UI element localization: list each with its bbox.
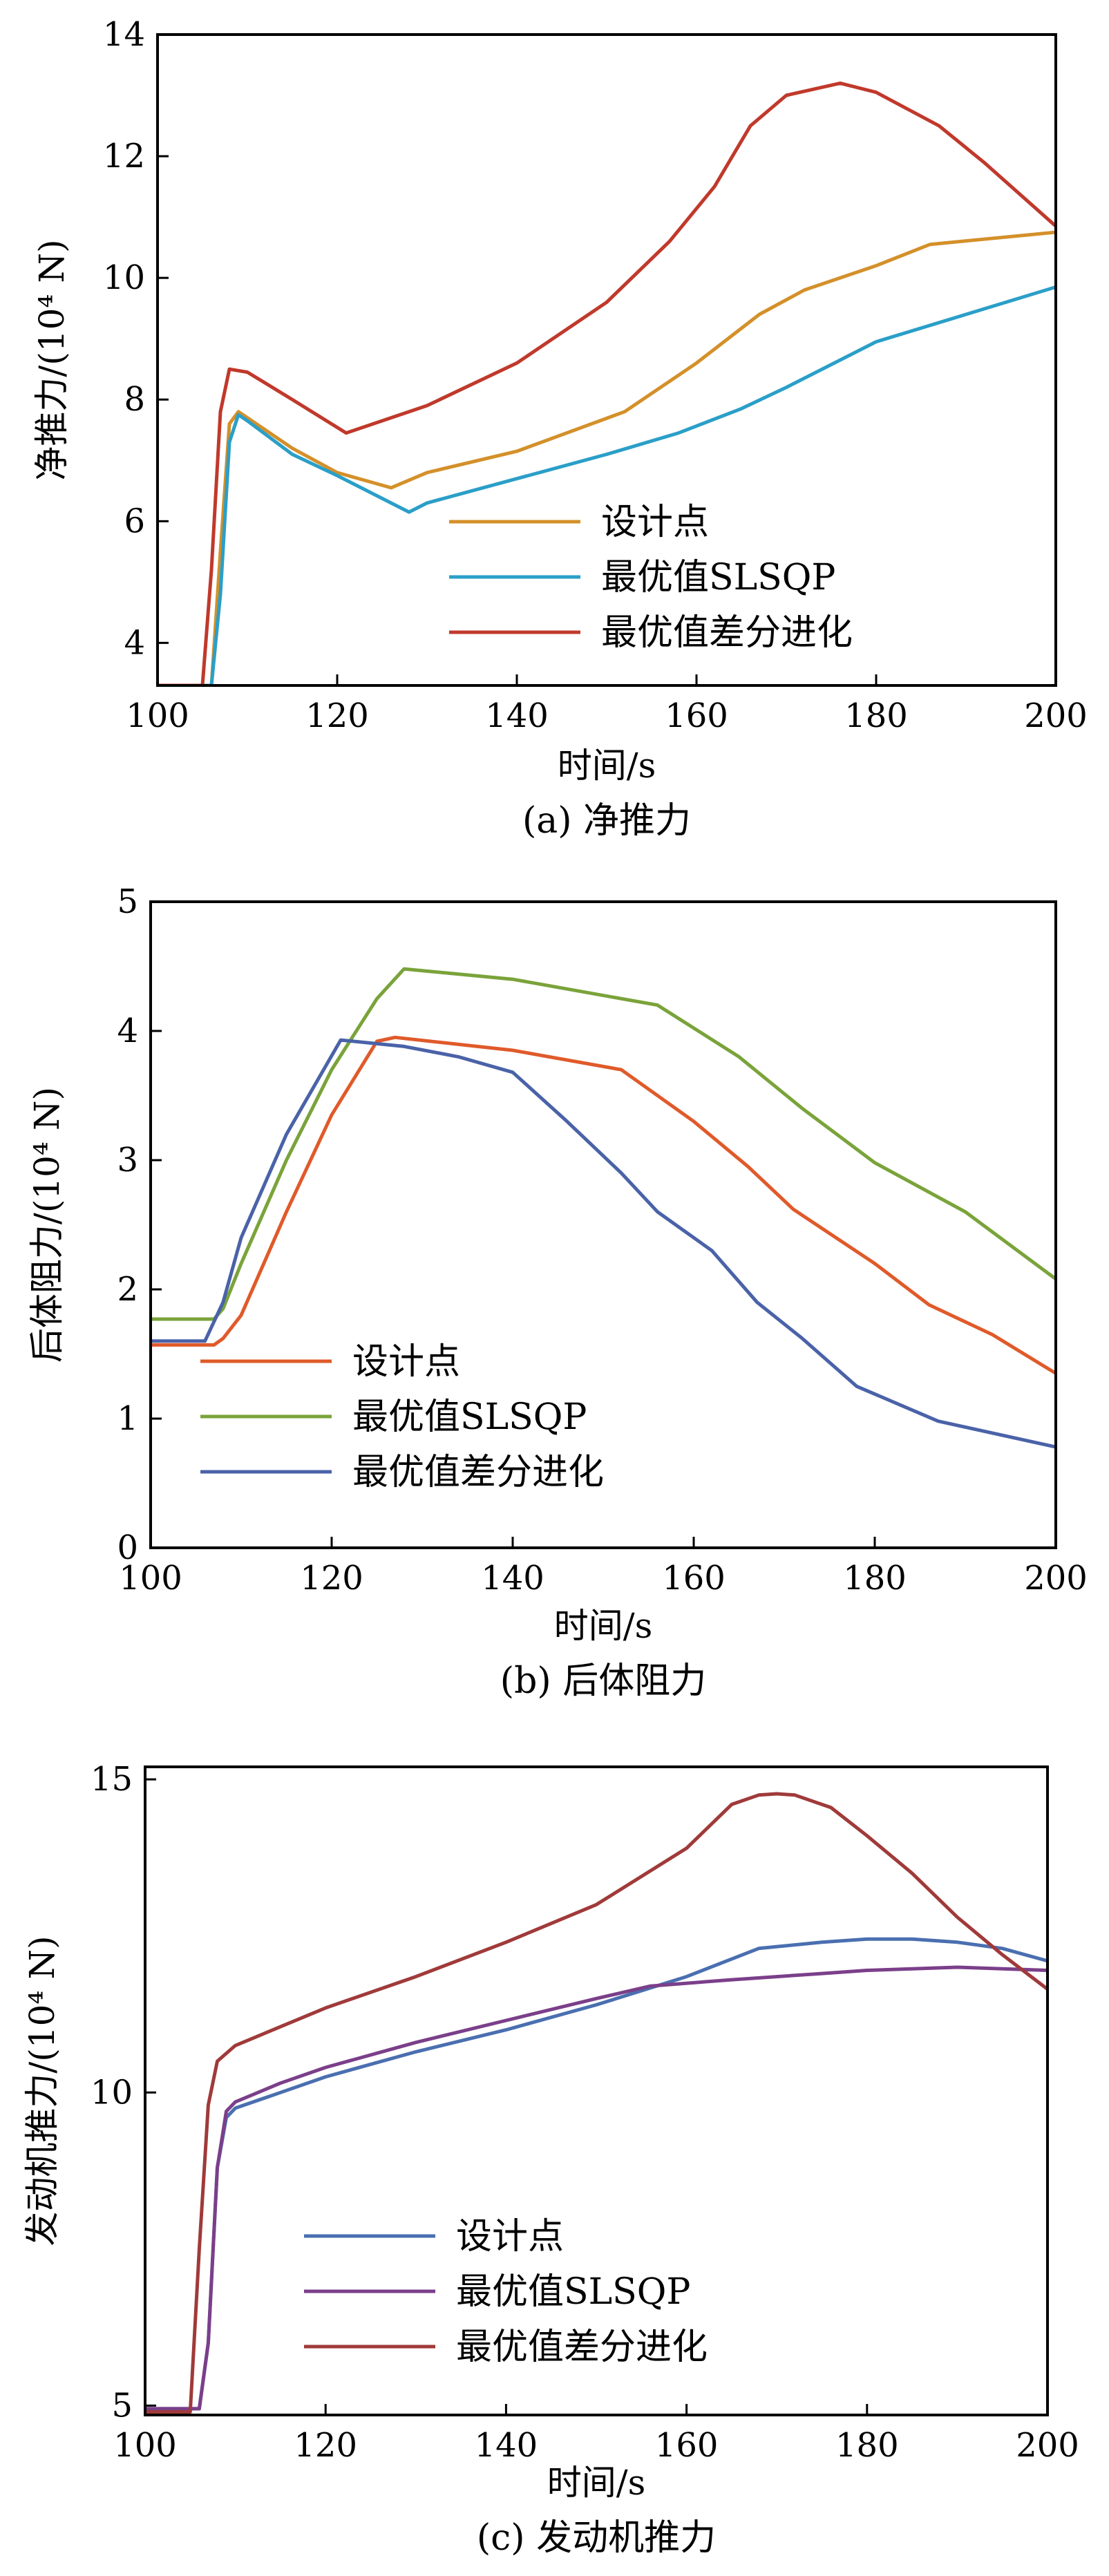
y-axis-label: 净推力/(10⁴ N) <box>32 239 72 480</box>
y-tick-label: 5 <box>111 2386 133 2425</box>
x-tick-label: 100 <box>113 2426 177 2465</box>
y-tick-label: 4 <box>117 1012 138 1050</box>
series-line-3 <box>151 1038 1056 1449</box>
y-tick-label: 3 <box>117 1141 138 1180</box>
y-tick-label: 8 <box>124 380 145 419</box>
x-tick-label: 180 <box>843 1559 907 1598</box>
legend-label: 最优值差分进化 <box>352 1452 604 1493</box>
y-tick-label: 10 <box>103 258 145 297</box>
y-tick-label: 4 <box>124 623 145 662</box>
x-tick-label: 140 <box>485 697 549 735</box>
x-tick-label: 200 <box>1016 2426 1079 2465</box>
x-tick-label: 100 <box>126 697 189 735</box>
x-axis-label: 时间/s <box>547 2463 646 2503</box>
x-tick-label: 180 <box>835 2426 899 2465</box>
panel-caption: (c) 发动机推力 <box>477 2517 716 2559</box>
legend-label: 最优值差分进化 <box>456 2327 708 2368</box>
x-tick-label: 160 <box>655 2426 719 2465</box>
x-tick-label: 160 <box>662 1559 726 1598</box>
x-tick-label: 200 <box>1024 1559 1088 1598</box>
y-tick-label: 5 <box>117 882 138 921</box>
y-tick-label: 12 <box>103 137 145 176</box>
legend-label: 设计点 <box>601 502 709 543</box>
legend-label: 设计点 <box>456 2216 564 2257</box>
chart-panel-c: 100 120 140 160 180 200 5 10 15 时间/s 发动机推力/(10⁴ N)… <box>22 1760 1079 2559</box>
x-tick-label: 120 <box>300 1559 363 1598</box>
plot-frame <box>144 1765 1049 2416</box>
chart-panel-b: 100 120 140 160 180 200 0 1 2 3 4 5 时间/s 后体阻力/(10⁴ N)… <box>27 882 1088 1702</box>
y-axis-label: 发动机推力/(10⁴ N) <box>22 1935 62 2246</box>
series-line-2 <box>145 1965 1048 2411</box>
x-axis-label: 时间/s <box>558 746 656 786</box>
chart-panel-a: 100 120 140 160 180 200 4 6 8 10 12 14 时间/s 净推力/(10⁴ … <box>32 15 1088 842</box>
y-axis-label: 后体阻力/(10⁴ N) <box>27 1087 67 1363</box>
legend-label: 最优值差分进化 <box>601 612 853 654</box>
legend-label: 设计点 <box>352 1341 460 1383</box>
series-line-1 <box>151 1035 1056 1375</box>
y-tick-label: 10 <box>91 2073 133 2112</box>
legend-label: 最优值SLSQP <box>456 2271 690 2313</box>
series-line-3 <box>158 81 1056 685</box>
y-tick-label: 14 <box>103 15 145 54</box>
series-line-2 <box>158 285 1056 685</box>
panel-caption: (b) 后体阻力 <box>500 1660 706 1702</box>
x-tick-label: 120 <box>294 2426 357 2465</box>
x-tick-label: 120 <box>305 697 369 735</box>
x-tick-label: 100 <box>119 1559 182 1598</box>
x-tick-label: 140 <box>475 2426 538 2465</box>
y-tick-label: 15 <box>91 1760 133 1799</box>
y-tick-label: 1 <box>117 1399 138 1438</box>
x-tick-label: 140 <box>481 1559 544 1598</box>
legend-label: 最优值SLSQP <box>601 557 835 598</box>
plot-frame <box>149 900 1057 1549</box>
x-axis-label: 时间/s <box>554 1606 653 1646</box>
panel-caption: (a) 净推力 <box>522 800 691 842</box>
legend-label: 最优值SLSQP <box>352 1396 587 1438</box>
series-line-2 <box>151 967 1056 1321</box>
y-tick-label: 6 <box>124 502 145 540</box>
y-tick-label: 0 <box>117 1528 138 1567</box>
series-line-3 <box>145 1792 1048 2414</box>
x-tick-label: 180 <box>844 697 908 735</box>
x-tick-label: 160 <box>665 697 728 735</box>
y-tick-label: 2 <box>117 1270 138 1309</box>
plot-frame <box>156 33 1057 687</box>
x-tick-label: 200 <box>1024 697 1088 735</box>
